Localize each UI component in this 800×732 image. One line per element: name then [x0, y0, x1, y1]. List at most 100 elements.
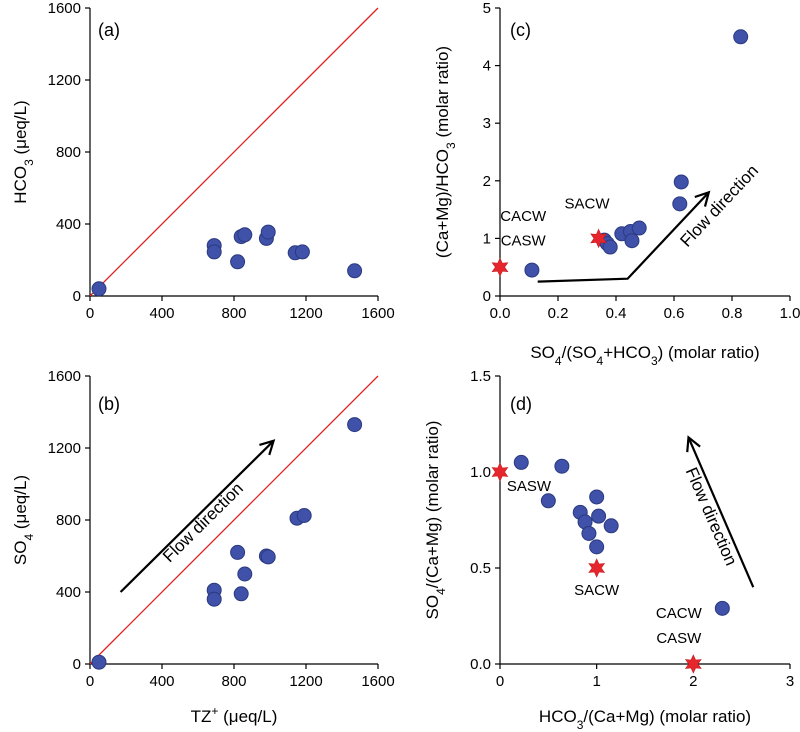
data-point — [91, 654, 107, 670]
data-point — [591, 508, 607, 524]
panel-a-ylabel: HCO3 (μeq/L) — [11, 100, 36, 203]
flow-arrow-line — [119, 440, 275, 593]
panel-d-marks: 0 1 2 3 0.0 0.5 1.0 1.5 Flow direction SASW SACW CA… — [470, 368, 794, 690]
data-point — [540, 493, 556, 509]
flow-arrow-line — [687, 437, 755, 588]
y-tick-label: 400 — [56, 216, 81, 233]
reference-line-1-to-1 — [89, 375, 379, 665]
data-point — [673, 174, 689, 190]
y-tick-label: 2 — [483, 173, 491, 190]
endmember-label-cacw: CACW — [500, 208, 547, 225]
panel-d: (d) SO4/(Ca+Mg) (molar ratio) HCO3/(Ca+M… — [423, 394, 751, 732]
y-tick-label: 5 — [483, 0, 491, 17]
y-tick-label: 1 — [483, 230, 491, 247]
y-tick-label: 1.0 — [470, 464, 491, 481]
y-tick-label: 0 — [483, 288, 491, 305]
flow-arrow-head — [259, 439, 276, 456]
x-tick-label: 0.4 — [606, 305, 627, 322]
flow-arrow-line — [537, 191, 710, 283]
x-tick-label: 3 — [786, 673, 794, 690]
endmember-label-casw: CASW — [501, 232, 547, 249]
x-tick-label: 2 — [689, 673, 697, 690]
y-tick-label: 1600 — [48, 368, 81, 385]
data-point — [631, 220, 647, 236]
endmember-label-casw: CASW — [656, 630, 702, 647]
data-point — [233, 586, 249, 602]
x-tick-label: 1600 — [361, 673, 394, 690]
flow-direction-label: Flow direction — [682, 465, 741, 569]
x-tick-label: 0.8 — [722, 305, 743, 322]
data-point — [206, 591, 222, 607]
panel-c-ylabel: (Ca+Mg)/HCO3 (molar ratio) — [433, 46, 458, 258]
x-tick-label: 1200 — [289, 673, 322, 690]
data-point — [714, 600, 730, 616]
panel-d-label: (d) — [510, 394, 532, 414]
panel-c: (c) (Ca+Mg)/HCO3 (molar ratio) SO4/(SO4+… — [433, 20, 760, 368]
y-tick-label: 1200 — [48, 440, 81, 457]
x-tick-label: 0 — [86, 305, 94, 322]
data-point — [296, 508, 312, 523]
endmember-label-sacw: SACW — [565, 195, 611, 212]
endmember-star — [491, 462, 509, 482]
data-point — [91, 281, 107, 297]
panel-d-xlabel: HCO3/(Ca+Mg) (molar ratio) — [539, 707, 751, 732]
data-point — [554, 458, 570, 474]
data-point — [672, 196, 688, 212]
panel-a-marks: 0 400 800 1200 1600 0 400 800 1200 1600 — [48, 0, 395, 322]
data-point — [294, 244, 310, 260]
data-point — [347, 263, 363, 279]
y-tick-label: 1600 — [48, 0, 81, 17]
endmember-label-cacw: CACW — [656, 605, 703, 622]
x-tick-label: 0.2 — [548, 305, 569, 322]
y-tick-label: 400 — [56, 584, 81, 601]
endmember-star — [684, 654, 702, 674]
y-tick-label: 0.0 — [470, 656, 491, 673]
x-tick-label: 1600 — [361, 305, 394, 322]
data-point — [589, 489, 605, 505]
y-tick-label: 3 — [483, 115, 491, 132]
x-tick-label: 400 — [149, 305, 174, 322]
y-tick-label: 1200 — [48, 72, 81, 89]
data-point — [237, 566, 253, 582]
x-tick-label: 800 — [221, 305, 246, 322]
data-point — [624, 233, 640, 249]
data-point — [603, 518, 619, 534]
data-point — [602, 239, 618, 255]
panel-b: (b) SO4 (μeq/L) TZ+ (μeq/L) — [11, 394, 277, 726]
data-point — [260, 224, 276, 240]
y-tick-label: 800 — [56, 512, 81, 529]
data-point — [581, 525, 597, 541]
panel-c-marks: 0.0 0.2 0.4 0.6 0.8 1.0 0 1 2 3 4 5 Flow direction CA… — [483, 0, 800, 322]
panel-d-ylabel: SO4/(Ca+Mg) (molar ratio) — [423, 421, 448, 620]
panel-b-ylabel: SO4 (μeq/L) — [11, 475, 36, 565]
flow-direction-label: Flow direction — [676, 161, 762, 250]
data-point — [230, 254, 246, 270]
flow-arrow-head — [694, 190, 711, 207]
x-tick-label: 0 — [86, 673, 94, 690]
data-point — [260, 549, 276, 565]
x-tick-label: 400 — [149, 673, 174, 690]
endmember-star — [588, 558, 606, 578]
y-tick-label: 800 — [56, 144, 81, 161]
y-tick-label: 1.5 — [470, 368, 491, 385]
data-point — [733, 29, 749, 45]
endmember-label-sacw: SACW — [574, 582, 620, 599]
panel-a-label: (a) — [98, 20, 120, 40]
endmember-star — [590, 228, 608, 249]
x-tick-label: 1 — [592, 673, 600, 690]
reference-line-1-to-1 — [89, 7, 379, 297]
y-tick-label: 4 — [483, 58, 491, 75]
x-tick-label: 800 — [221, 673, 246, 690]
data-point — [230, 544, 246, 560]
y-tick-label: 0 — [73, 288, 81, 305]
x-tick-label: 1200 — [289, 305, 322, 322]
data-point — [524, 262, 540, 278]
data-point — [589, 539, 605, 555]
data-point — [513, 454, 529, 470]
y-tick-label: 0 — [73, 656, 81, 673]
flow-arrow-head — [686, 435, 701, 453]
endmember-star — [491, 257, 509, 277]
panel-c-xlabel: SO4/(SO4+HCO3) (molar ratio) — [530, 343, 759, 368]
